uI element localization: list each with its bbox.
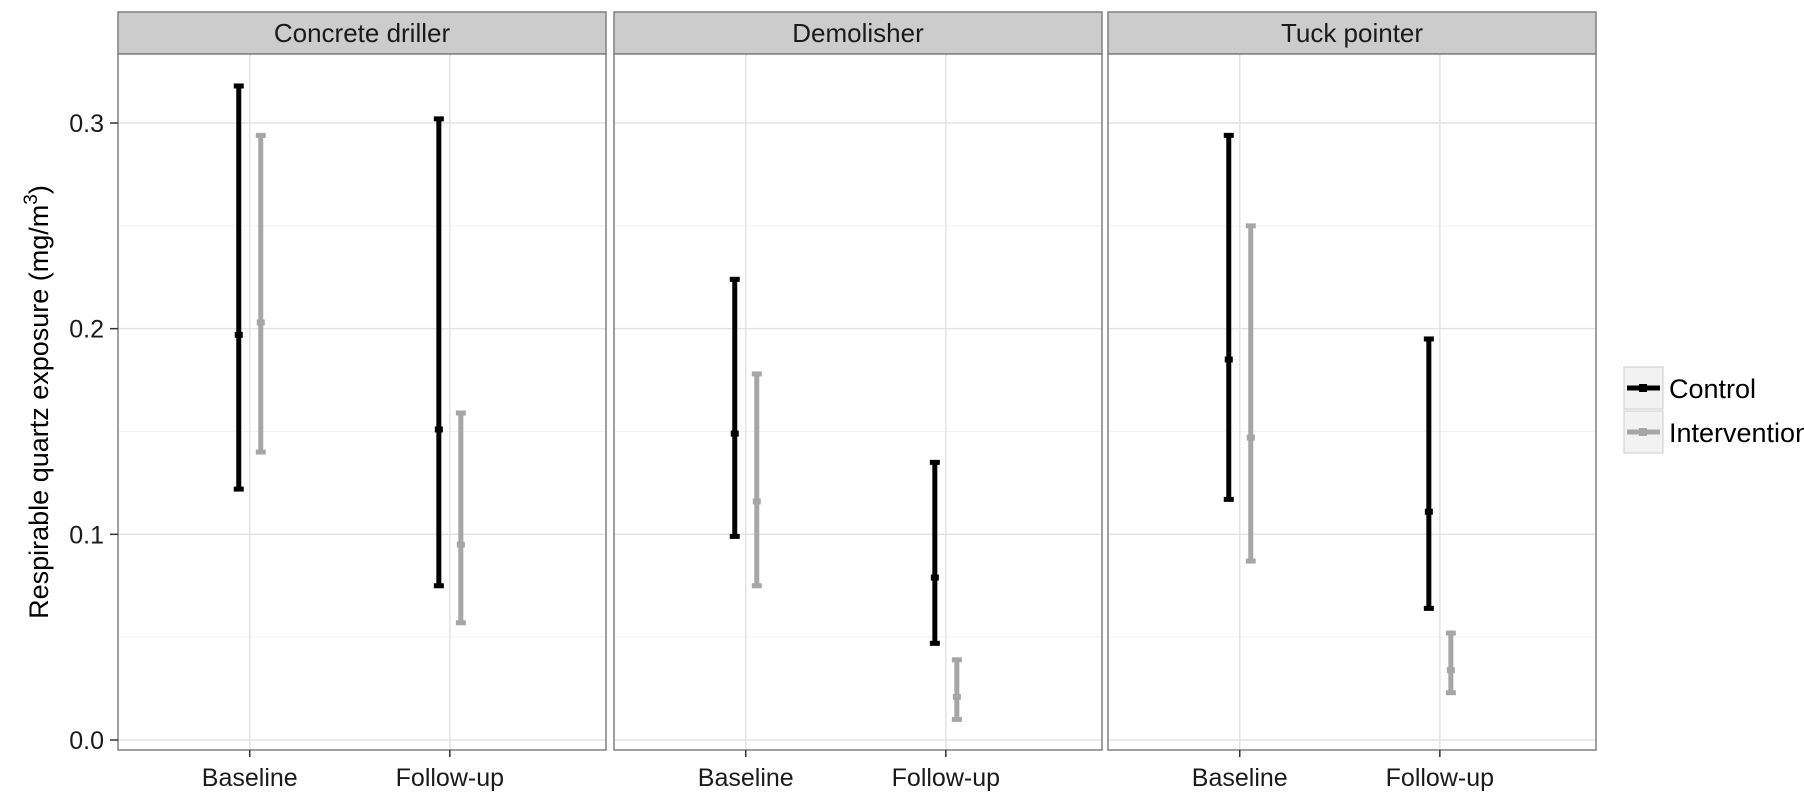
x-tick-label: Follow-up — [892, 764, 1000, 792]
errorbar-control-follow-up — [1423, 336, 1434, 611]
x-tick-label: Follow-up — [396, 764, 504, 792]
y-tick-label: 0.3 — [69, 110, 104, 138]
mean-point — [730, 430, 739, 437]
legend-label: Intervention — [1669, 418, 1804, 448]
legend-label: Control — [1669, 374, 1756, 404]
mean-point — [1246, 434, 1255, 441]
facet-strip-label: Concrete driller — [274, 18, 451, 48]
errorbar-intervention-baseline — [255, 132, 266, 455]
y-axis-title: Respirable quartz exposure (mg/m3) — [21, 185, 54, 619]
x-tick-label: Baseline — [698, 764, 794, 792]
y-axis-title-text: Respirable quartz exposure (mg/m3) — [21, 185, 54, 619]
legend-key-point — [1639, 384, 1647, 392]
mean-point — [930, 574, 939, 581]
x-tick-label: Baseline — [1192, 764, 1288, 792]
plot-background — [1108, 54, 1596, 750]
panel-concrete-driller: Concrete driller Baseline Follow-up — [117, 11, 607, 792]
errorbar-control-follow-up — [433, 116, 444, 589]
mean-point — [1224, 356, 1233, 363]
panel-demolisher: Demolisher Baseline Follow-up — [613, 11, 1103, 792]
y-axis: 0.0 0.1 0.2 0.3 Respirable quartz exposure (… — [21, 110, 118, 755]
legend-item-intervention: Intervention — [1623, 410, 1804, 454]
mean-point — [1446, 667, 1455, 674]
facet-strip — [117, 11, 607, 55]
errorbar-intervention-baseline — [1245, 223, 1256, 564]
errorbar-control-baseline — [233, 83, 244, 492]
errorbar-intervention-baseline — [751, 371, 762, 589]
y-tick-label: 0.0 — [69, 727, 104, 755]
mean-point — [1424, 508, 1433, 515]
legend-key-point — [1639, 428, 1647, 436]
legend: Control Intervention — [1623, 366, 1804, 454]
x-tick-label: Baseline — [202, 764, 298, 792]
panel-tuck-pointer: Tuck pointer Baseline Follow-up — [1107, 11, 1597, 792]
y-tick-label: 0.1 — [69, 521, 104, 549]
mean-point — [256, 319, 265, 326]
panel-border — [117, 53, 607, 751]
mean-point — [952, 693, 961, 700]
errorbar-control-baseline — [729, 276, 740, 539]
panel-border — [1107, 53, 1597, 751]
x-tick-label: Follow-up — [1386, 764, 1494, 792]
facet-strip-label: Tuck pointer — [1281, 18, 1423, 48]
errorbar-intervention-follow-up — [951, 657, 962, 722]
facet-strip — [613, 11, 1103, 55]
errorbar-control-follow-up — [929, 459, 940, 646]
panel-border — [613, 53, 1103, 751]
mean-point — [434, 426, 443, 433]
errorbar-control-baseline — [1223, 132, 1234, 502]
plot-background — [614, 54, 1102, 750]
facet-strip-label: Demolisher — [792, 18, 924, 48]
errorbar-intervention-follow-up — [455, 410, 466, 626]
mean-point — [752, 498, 761, 505]
mean-point — [456, 541, 465, 548]
errorbar-intervention-follow-up — [1445, 630, 1456, 696]
mean-point — [234, 331, 243, 338]
y-tick-label: 0.2 — [69, 316, 104, 344]
legend-item-control: Control — [1623, 366, 1756, 410]
plot-background — [118, 54, 606, 750]
